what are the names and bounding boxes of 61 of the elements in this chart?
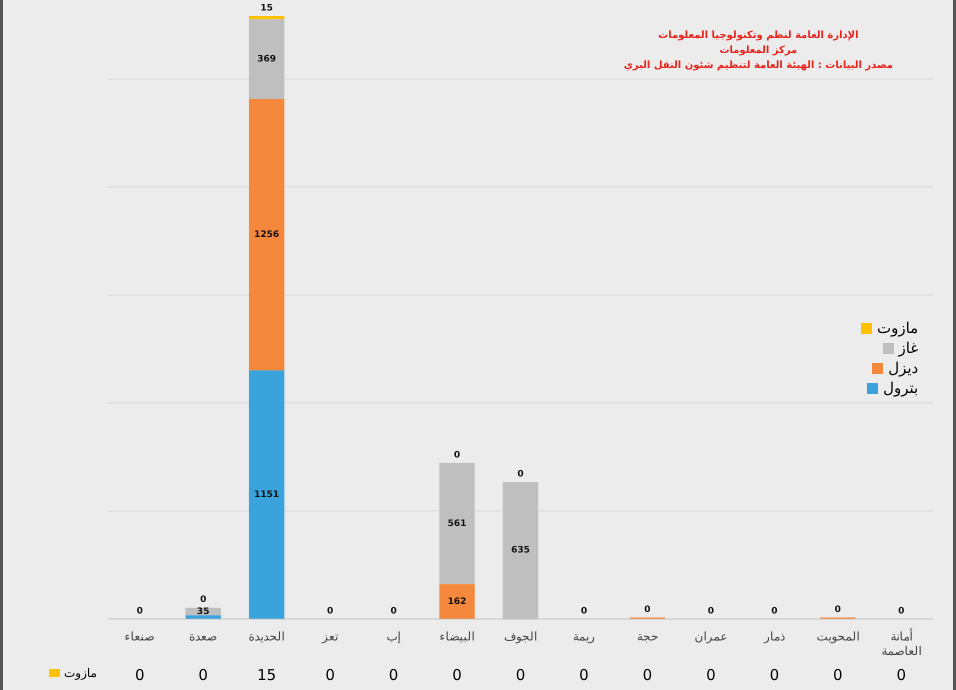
- annotation: مركز المعلومات: [718, 44, 798, 58]
- bar: [502, 482, 538, 619]
- x-tick-label: الجوف: [504, 630, 537, 644]
- annotation: الإدارة العامة لنظم وتكنولوجيا المعلومات: [657, 29, 860, 43]
- data-label: 0: [833, 666, 843, 684]
- bar: [439, 584, 475, 619]
- legend-label: غاز: [898, 338, 918, 358]
- x-tick-label: ريمة: [572, 630, 595, 644]
- x-tick-label: البيضاء: [440, 630, 475, 644]
- data-label: 0: [770, 666, 780, 684]
- data-label: 162: [448, 596, 466, 607]
- legend-label: بترول: [883, 378, 918, 398]
- data-label: 0: [642, 666, 652, 684]
- x-tick-label: المحويت: [816, 630, 860, 644]
- x-tick-label: الحديدة: [248, 630, 285, 644]
- x-tick-label: عمران: [694, 630, 728, 644]
- text: 15: [260, 3, 273, 14]
- x-tick-label: أمانة العاصمة: [881, 628, 922, 658]
- text: 0: [771, 606, 778, 617]
- data-label: 1151: [254, 490, 280, 500]
- data-label: 635: [511, 546, 530, 556]
- x-tick-label: تعز: [321, 630, 338, 644]
- text: 0: [644, 604, 651, 615]
- data-label: 15: [257, 666, 276, 684]
- x-tick-label: صعدة: [189, 630, 218, 644]
- data-label: 369: [257, 54, 276, 64]
- text: 0: [517, 469, 524, 480]
- text: 0: [898, 606, 904, 617]
- x-tick-label: حجة: [636, 630, 658, 644]
- text: مازوت: [64, 666, 97, 680]
- text: 0: [390, 606, 397, 617]
- text: 0: [326, 606, 334, 617]
- text: 0: [580, 606, 588, 617]
- data-label: 0: [325, 666, 335, 684]
- data-label: 35: [196, 606, 210, 617]
- data-label: 0: [198, 666, 208, 684]
- data-label: 561: [448, 518, 466, 529]
- data-label: 0: [516, 666, 526, 684]
- text: 0: [136, 606, 143, 617]
- bar: [248, 370, 284, 619]
- data-label: 0: [896, 666, 906, 684]
- bar: [439, 462, 475, 584]
- x-tick-label: ذمار: [762, 630, 785, 644]
- text: 0: [454, 450, 460, 460]
- data-label: 1256: [254, 230, 280, 240]
- legend-label: ديزل: [888, 358, 918, 378]
- data-label: 0: [452, 666, 462, 684]
- text: 0: [708, 606, 714, 617]
- data-label: 0: [706, 666, 716, 684]
- data-label: 0: [134, 666, 144, 684]
- bar: [248, 98, 284, 370]
- x-tick-label: صنعاء: [124, 630, 155, 644]
- bar: [248, 19, 284, 99]
- data-label: 0: [579, 666, 589, 684]
- data-label: 0: [388, 666, 398, 684]
- bar: [248, 16, 284, 20]
- legend-label: مازوت: [877, 318, 918, 338]
- text: 0: [834, 604, 841, 615]
- text: 0: [200, 595, 206, 606]
- x-tick-label: إب: [386, 630, 401, 645]
- annotation: مصدر البيانات : الهيئة العامة لتنظيم شئون النقل البري: [624, 59, 893, 73]
